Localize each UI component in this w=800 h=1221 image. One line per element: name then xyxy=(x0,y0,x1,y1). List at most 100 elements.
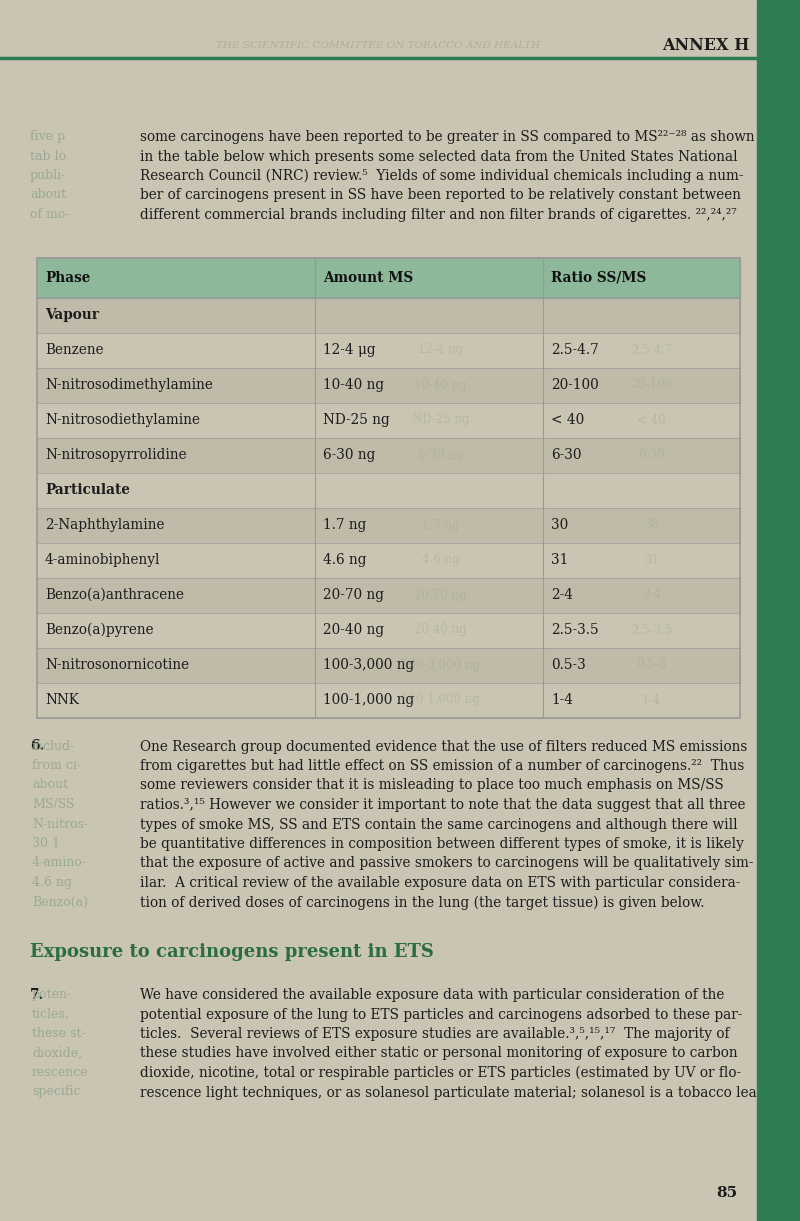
Text: 20-70 ng: 20-70 ng xyxy=(414,589,466,602)
Text: N-nitrosodiethylamine: N-nitrosodiethylamine xyxy=(45,413,200,427)
Text: < 40: < 40 xyxy=(637,414,666,426)
Text: 85: 85 xyxy=(717,1186,738,1200)
Text: about: about xyxy=(32,779,68,791)
Bar xyxy=(37,508,740,542)
Text: dioxide,: dioxide, xyxy=(32,1046,82,1060)
Text: poten-: poten- xyxy=(32,988,72,1001)
Text: 2.5-3.5: 2.5-3.5 xyxy=(630,624,672,636)
Text: 100-3,000 ng: 100-3,000 ng xyxy=(401,658,480,672)
Text: 4-aminobiphenyl: 4-aminobiphenyl xyxy=(45,553,161,567)
Text: 12-4 μg: 12-4 μg xyxy=(322,343,375,357)
Text: ND-25 ng: ND-25 ng xyxy=(411,414,469,426)
Bar xyxy=(37,613,740,647)
Text: Exposure to carcinogens present in ETS: Exposure to carcinogens present in ETS xyxy=(30,943,434,961)
Text: 20-40 ng: 20-40 ng xyxy=(414,624,466,636)
Text: 10-40 ng: 10-40 ng xyxy=(322,379,384,392)
Text: 6-30: 6-30 xyxy=(551,448,582,462)
Text: MS/SS: MS/SS xyxy=(32,799,74,811)
Text: some carcinogens have been reported to be greater in SS compared to MS²²⁻²⁸ as s: some carcinogens have been reported to b… xyxy=(140,129,754,144)
Text: 0.5-3: 0.5-3 xyxy=(551,658,586,672)
Bar xyxy=(37,258,740,298)
Text: potential exposure of the lung to ETS particles and carcinogens adsorbed to thes: potential exposure of the lung to ETS pa… xyxy=(140,1007,742,1022)
Text: that the exposure of active and passive smokers to carcinogens will be qualitati: that the exposure of active and passive … xyxy=(140,856,754,871)
Text: 4.6 ng: 4.6 ng xyxy=(32,875,72,889)
Text: 20-100: 20-100 xyxy=(630,379,672,392)
Text: ber of carcinogens present in SS have been reported to be relatively constant be: ber of carcinogens present in SS have be… xyxy=(140,188,741,203)
Text: Vapour: Vapour xyxy=(45,308,99,322)
Text: 1.7 ng: 1.7 ng xyxy=(322,518,366,532)
Text: ratios.³,¹⁵ However we consider it important to note that the data suggest that : ratios.³,¹⁵ However we consider it impor… xyxy=(140,799,746,812)
Bar xyxy=(37,437,740,473)
Text: 6-30 ng: 6-30 ng xyxy=(418,448,463,462)
Text: Benzo(a)anthracene: Benzo(a)anthracene xyxy=(45,589,184,602)
Text: 100-1,000 ng: 100-1,000 ng xyxy=(401,694,480,707)
Text: N-nitrosopyrrolidine: N-nitrosopyrrolidine xyxy=(45,448,186,462)
Bar xyxy=(37,368,740,403)
Text: five p: five p xyxy=(30,129,66,143)
Text: Amount MS: Amount MS xyxy=(322,271,413,284)
Bar xyxy=(757,0,800,1221)
Text: 31: 31 xyxy=(644,553,659,567)
Text: 0.5-3: 0.5-3 xyxy=(636,658,666,672)
Text: NNK: NNK xyxy=(45,694,79,707)
Text: 31: 31 xyxy=(551,553,569,567)
Bar xyxy=(37,298,740,332)
Text: 20-70 ng: 20-70 ng xyxy=(322,589,384,602)
Text: Ratio SS/MS: Ratio SS/MS xyxy=(551,271,646,284)
Text: 100-1,000 ng: 100-1,000 ng xyxy=(322,694,414,707)
Text: 2.5-4.7: 2.5-4.7 xyxy=(551,343,599,357)
Text: 6-30: 6-30 xyxy=(638,448,665,462)
Text: 1-4: 1-4 xyxy=(642,694,661,707)
Text: 2.5-3.5: 2.5-3.5 xyxy=(551,623,598,637)
Text: dioxide, nicotine, total or respirable particles or ETS particles (estimated by : dioxide, nicotine, total or respirable p… xyxy=(140,1066,741,1081)
Text: 2.5-4.7: 2.5-4.7 xyxy=(630,343,672,357)
Text: about: about xyxy=(30,188,66,201)
Text: rescence: rescence xyxy=(32,1066,89,1079)
Text: 2-Naphthylamine: 2-Naphthylamine xyxy=(45,518,165,532)
Bar xyxy=(37,473,740,508)
Bar xyxy=(37,683,740,718)
Text: Research Council (NRC) review.⁵  Yields of some individual chemicals including a: Research Council (NRC) review.⁵ Yields o… xyxy=(140,168,743,183)
Text: 12-4 μg: 12-4 μg xyxy=(418,343,463,357)
Text: includ-: includ- xyxy=(32,740,75,752)
Text: 100-3,000 ng: 100-3,000 ng xyxy=(322,658,414,672)
Bar xyxy=(37,647,740,683)
Text: 30 1: 30 1 xyxy=(32,838,60,850)
Text: 7.: 7. xyxy=(30,988,44,1002)
Text: ticles.  Several reviews of ETS exposure studies are available.³,⁵,¹⁵,¹⁷  The ma: ticles. Several reviews of ETS exposure … xyxy=(140,1027,730,1042)
Text: 1.7 ng: 1.7 ng xyxy=(422,519,459,531)
Text: 20-100: 20-100 xyxy=(551,379,599,392)
Text: 6.: 6. xyxy=(30,740,44,753)
Text: 1-4: 1-4 xyxy=(551,694,573,707)
Text: tab lo: tab lo xyxy=(30,149,66,162)
Text: ticles.: ticles. xyxy=(32,1007,70,1021)
Text: N-nitrosonornicotine: N-nitrosonornicotine xyxy=(45,658,189,672)
Text: Benzo(a)pyrene: Benzo(a)pyrene xyxy=(45,623,154,637)
Text: 4.6 ng: 4.6 ng xyxy=(322,553,366,567)
Text: from cigarettes but had little effect on SS emission of a number of carcinogens.: from cigarettes but had little effect on… xyxy=(140,759,744,773)
Text: publi-: publi- xyxy=(30,168,66,182)
Text: One Research group documented evidence that the use of filters reduced MS emissi: One Research group documented evidence t… xyxy=(140,740,747,753)
Text: 10-40 ng: 10-40 ng xyxy=(414,379,466,392)
Text: 2-4: 2-4 xyxy=(551,589,573,602)
Text: tion of derived doses of carcinogens in the lung (the target tissue) is given be: tion of derived doses of carcinogens in … xyxy=(140,895,705,910)
Text: be quantitative differences in composition between different types of smoke, it : be quantitative differences in compositi… xyxy=(140,838,744,851)
Text: different commercial brands including filter and non filter brands of cigarettes: different commercial brands including fi… xyxy=(140,208,737,222)
Text: in the table below which presents some selected data from the United States Nati: in the table below which presents some s… xyxy=(140,149,738,164)
Bar xyxy=(37,332,740,368)
Text: rescence light techniques, or as solanesol particulate material; solanesol is a : rescence light techniques, or as solanes… xyxy=(140,1085,762,1099)
Text: 6-30 ng: 6-30 ng xyxy=(322,448,375,462)
Text: Particulate: Particulate xyxy=(45,484,130,497)
Bar xyxy=(37,403,740,437)
Text: We have considered the available exposure data with particular consideration of : We have considered the available exposur… xyxy=(140,988,724,1002)
Text: 4.6 ng: 4.6 ng xyxy=(422,553,459,567)
Text: ilar.  A critical review of the available exposure data on ETS with particular c: ilar. A critical review of the available… xyxy=(140,875,740,890)
Text: ND-25 ng: ND-25 ng xyxy=(322,413,390,427)
Text: specific: specific xyxy=(32,1085,81,1099)
Text: ANNEX H: ANNEX H xyxy=(662,37,749,54)
Text: 2-4: 2-4 xyxy=(642,589,661,602)
Text: N-nitros-: N-nitros- xyxy=(32,818,88,830)
Text: these studies have involved either static or personal monitoring of exposure to : these studies have involved either stati… xyxy=(140,1046,738,1061)
Text: 4-amino-: 4-amino- xyxy=(32,856,87,869)
Text: < 40: < 40 xyxy=(551,413,585,427)
